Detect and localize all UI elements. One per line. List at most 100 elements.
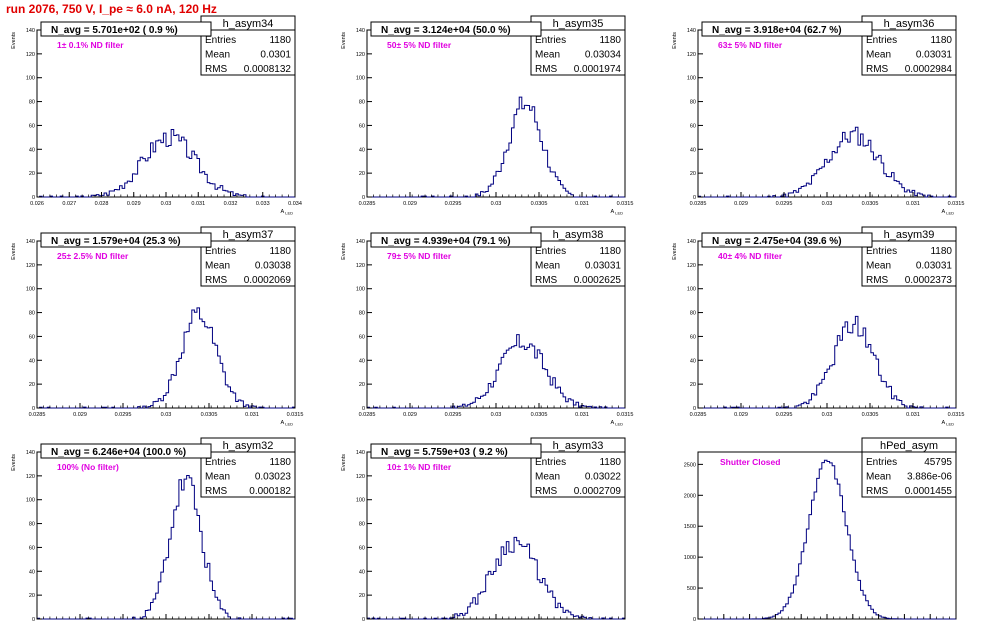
stats-value: 45795: [924, 457, 952, 468]
navg-box: [40, 232, 212, 248]
histogram-series: [698, 315, 956, 409]
x-axis-label: ALED: [942, 420, 955, 427]
x-tick-label: 0.0315: [287, 412, 304, 418]
histogram-name: h_asym35: [553, 18, 604, 30]
stats-value: 0.03031: [916, 50, 953, 61]
histogram-panel-h_asym32: 0.02850.0290.02950.030.03050.0310.031502…: [11, 437, 296, 622]
y-tick-label: 40: [690, 147, 696, 153]
y-tick-label: 0: [693, 195, 696, 201]
y-tick-label: 80: [690, 311, 696, 317]
stats-value: 0.0301: [260, 50, 291, 61]
stats-label: Mean: [205, 50, 230, 61]
y-tick-label: 100: [356, 498, 365, 504]
x-tick-label: 0.033: [256, 201, 270, 207]
histogram-name: h_asym32: [223, 440, 274, 452]
x-tick-label: 0.029: [403, 412, 417, 418]
filter-label: 1± 0.1% ND filter: [57, 40, 124, 50]
y-tick-label: 140: [687, 28, 696, 34]
y-tick-label: 60: [690, 123, 696, 129]
stats-label: Entries: [866, 35, 897, 46]
y-tick-label: 80: [359, 100, 365, 106]
y-axis-label: Events: [341, 243, 347, 260]
stats-value: 1180: [599, 35, 621, 46]
stats-value: 0.0002373: [905, 275, 953, 286]
x-tick-label: 0.0285: [690, 201, 707, 207]
histogram-panel-hPed_asym: -0.001-0.0008-0.0006-0.0004-0.000200.000…: [684, 437, 957, 622]
stats-value: 1180: [599, 246, 621, 257]
y-tick-label: 40: [29, 358, 35, 364]
y-tick-label: 20: [359, 593, 365, 599]
stats-label: RMS: [535, 486, 558, 497]
navg-box: [370, 21, 542, 37]
stats-value: 1180: [269, 35, 291, 46]
histogram-panel-h_asym33: 0.02850.0290.02950.030.03050.0310.031502…: [341, 437, 626, 622]
histogram-series: [37, 307, 295, 409]
x-tick-label: 0.0305: [531, 201, 548, 207]
y-tick-label: 60: [359, 123, 365, 129]
filter-label: Shutter Closed: [720, 457, 780, 467]
y-tick-label: 60: [29, 123, 35, 129]
navg-label: N_avg = 5.701e+02 ( 0.9 %): [51, 25, 178, 36]
x-tick-label: 0.029: [734, 201, 748, 207]
x-tick-label: 0.026: [30, 201, 44, 207]
stats-label: RMS: [535, 64, 558, 75]
y-tick-label: 1500: [684, 524, 696, 530]
x-tick-label: 0.029: [127, 201, 141, 207]
stats-label: Mean: [205, 472, 230, 483]
histogram-panel-h_asym38: 0.0285 0.029 0.0295 0.03 0.0305 0.031 0.0315 0 2…: [341, 226, 633, 427]
stats-label: Entries: [866, 457, 897, 468]
stats-value: 1180: [599, 457, 621, 468]
navg-box: [701, 21, 873, 37]
stats-label: Mean: [866, 261, 891, 272]
stats-label: RMS: [205, 486, 228, 497]
navg-label: N_avg = 3.918e+04 (62.7 %): [712, 25, 842, 36]
stats-label: Entries: [205, 35, 236, 46]
y-tick-label: 0: [32, 617, 35, 622]
y-tick-label: 20: [359, 382, 365, 388]
y-tick-label: 140: [26, 239, 35, 245]
navg-box: [370, 232, 542, 248]
stats-label: Entries: [535, 35, 566, 46]
y-tick-label: 100: [26, 76, 35, 82]
navg-label: N_avg = 5.759e+03 ( 9.2 %): [381, 447, 508, 458]
stats-label: RMS: [205, 64, 228, 75]
x-tick-label: 0.0285: [29, 412, 46, 418]
y-tick-label: 60: [690, 334, 696, 340]
stats-box: [861, 226, 957, 287]
y-tick-label: 20: [29, 382, 35, 388]
stats-label: RMS: [866, 64, 889, 75]
x-axis-label: ALED: [281, 420, 294, 427]
stats-box: [530, 437, 626, 498]
navg-label: N_avg = 4.939e+04 (79.1 %): [381, 236, 511, 247]
filter-label: 25± 2.5% ND filter: [57, 251, 129, 261]
stats-label: RMS: [866, 275, 889, 286]
y-tick-label: 20: [29, 593, 35, 599]
navg-label: N_avg = 2.475e+04 (39.6 %): [712, 236, 842, 247]
y-axis-label: Events: [11, 243, 17, 260]
histogram-name: hPed_asym: [880, 440, 938, 452]
stats-value: 1180: [930, 246, 952, 257]
stats-label: Mean: [535, 261, 560, 272]
y-tick-label: 1000: [684, 555, 696, 561]
x-tick-label: 0.029: [734, 412, 748, 418]
y-tick-label: 80: [29, 100, 35, 106]
stats-value: 0.0002984: [905, 64, 953, 75]
stats-value: 0.03034: [585, 50, 622, 61]
x-tick-label: 0.03: [822, 201, 833, 207]
x-tick-label: 0.034: [288, 201, 302, 207]
histogram-series: [37, 475, 295, 620]
histogram-series: [698, 459, 956, 620]
stats-value: 0.0001455: [905, 486, 953, 497]
stats-box: [861, 437, 957, 498]
x-tick-label: 0.0305: [201, 412, 218, 418]
x-tick-label: 0.032: [224, 201, 238, 207]
stats-label: Mean: [866, 472, 891, 483]
stats-value: 0.0002069: [244, 275, 292, 286]
x-tick-label: 0.0295: [445, 201, 462, 207]
filter-label: 100% (No filter): [57, 462, 119, 472]
y-tick-label: 140: [356, 28, 365, 34]
x-axis-label: ALED: [942, 209, 955, 216]
y-tick-label: 120: [26, 52, 35, 58]
x-tick-label: 0.029: [403, 201, 417, 207]
